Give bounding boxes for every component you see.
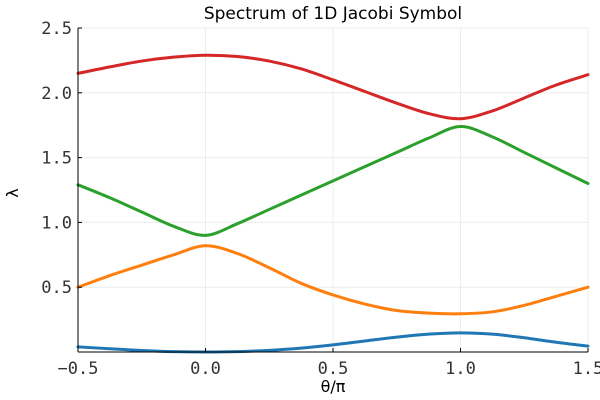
series-line-1 (76, 331, 590, 354)
y-tick-label: 2.5 (41, 19, 72, 39)
axes (77, 27, 589, 353)
chart-title: Spectrum of 1D Jacobi Symbol (204, 4, 462, 24)
x-tick-label: 0.5 (318, 359, 349, 379)
x-axis-label: θ/π (321, 377, 346, 396)
y-tick-label: 1.0 (41, 213, 72, 233)
x-tick-label: −0.5 (58, 359, 99, 379)
y-tick-label: 0.5 (41, 278, 72, 298)
y-axis-label: λ (3, 188, 22, 197)
tick-labels: −0.5 0.0 0.5 1.0 1.5 0.5 1.0 1.5 2.0 2.5 (41, 19, 600, 379)
plot-lines (76, 53, 590, 354)
series-line-3 (76, 124, 590, 237)
x-tick-label: 1.0 (445, 359, 476, 379)
series-line-2 (76, 244, 590, 316)
x-tick-label: 1.5 (573, 359, 600, 379)
series-line-4 (76, 53, 590, 121)
grid-lines (77, 27, 589, 352)
y-tick-label: 1.5 (41, 149, 72, 169)
y-tick-label: 2.0 (41, 84, 72, 104)
x-tick-label: 0.0 (190, 359, 221, 379)
